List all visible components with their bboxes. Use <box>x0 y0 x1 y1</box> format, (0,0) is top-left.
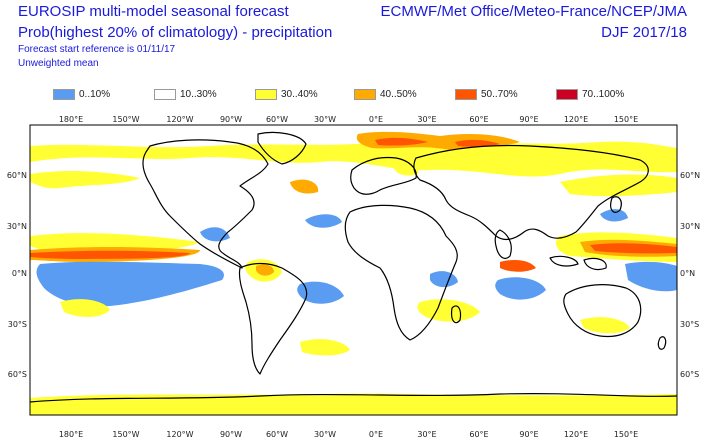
map-frame <box>29 124 678 416</box>
shade-orange <box>256 264 274 276</box>
lat-tick-label: 30°N <box>7 222 27 231</box>
lat-tick-label: 0°N <box>12 269 27 278</box>
legend-swatch <box>154 89 176 100</box>
probability-shading <box>30 125 677 415</box>
shade-yellow <box>30 393 677 415</box>
shade-blue <box>600 209 628 222</box>
shade-blue <box>297 281 344 304</box>
coastlines <box>30 131 677 403</box>
legend-label: 0..10% <box>79 89 111 100</box>
legend-label: 40..50% <box>380 89 417 100</box>
lon-tick-label: 120°W <box>166 430 193 439</box>
coast-indonesia <box>549 255 579 267</box>
coast-greenland <box>257 131 307 165</box>
shade-yellow <box>60 299 110 317</box>
lon-tick-label: 150°E <box>614 430 638 439</box>
shade-yellow <box>30 140 677 177</box>
lon-tick-label: 180°E <box>59 115 83 124</box>
legend-swatch <box>354 89 376 100</box>
lon-tick-label: 150°E <box>614 115 638 124</box>
legend-label: 30..40% <box>281 89 318 100</box>
coast-australia <box>563 284 642 338</box>
coast-europe <box>350 156 417 195</box>
shade-yellow <box>560 174 677 197</box>
lat-tick-label: 60°N <box>7 171 27 180</box>
lon-tick-label: 150°W <box>112 115 139 124</box>
axis-ticks: 180°E 180°E 150°W 150°W 120°W 120°W 90°W 90°W 60… <box>7 115 700 439</box>
map-subtitle: Prob(highest 20% of climatology) - preci… <box>18 24 333 41</box>
legend-swatch <box>255 89 277 100</box>
coast-new-guinea <box>583 257 607 271</box>
lat-tick-label: 60°N <box>680 171 700 180</box>
lon-tick-label: 120°W <box>166 115 193 124</box>
legend-label: 50..70% <box>481 89 518 100</box>
legend-label: 10..30% <box>180 89 217 100</box>
lon-tick-label: 180°E <box>59 430 83 439</box>
legend-swatch <box>455 89 477 100</box>
lon-tick-label: 90°E <box>519 115 538 124</box>
lon-tick-label: 120°E <box>564 115 588 124</box>
centres-label: ECMWF/Met Office/Meteo-France/NCEP/JMA <box>380 3 687 20</box>
coast-antarctica <box>30 392 677 403</box>
color-legend: 0..10% 10..30% 30..40% 40..50% 50..70% 7… <box>0 88 705 102</box>
forecast-reference: Forecast start reference is 01/11/17 <box>18 44 176 55</box>
map-title: EUROSIP multi-model seasonal forecast <box>18 3 289 20</box>
legend-swatch <box>53 89 75 100</box>
lon-tick-label: 90°E <box>519 430 538 439</box>
lon-tick-label: 120°E <box>564 430 588 439</box>
season-label: DJF 2017/18 <box>601 24 687 41</box>
weighting-note: Unweighted mean <box>18 58 99 69</box>
lon-tick-label: 0°E <box>369 115 383 124</box>
lat-tick-label: 30°S <box>680 320 699 329</box>
shade-blue <box>36 261 224 307</box>
lon-tick-label: 90°W <box>220 115 242 124</box>
precipitation-probability-map: 180°E 180°E 150°W 150°W 120°W 120°W 90°W 90°W 60… <box>7 115 700 439</box>
lon-tick-label: 60°E <box>469 430 488 439</box>
shade-red-orange <box>500 260 536 272</box>
lon-tick-label: 30°W <box>314 430 336 439</box>
legend-label: 70..100% <box>582 89 625 100</box>
shade-red-orange <box>590 243 677 254</box>
coast-asia <box>413 144 649 241</box>
lat-tick-label: 30°S <box>8 320 27 329</box>
legend-swatch <box>556 89 578 100</box>
shade-blue <box>625 261 677 292</box>
coast-africa <box>344 204 458 341</box>
coast-new-zealand <box>657 336 667 350</box>
coast-south-america <box>238 262 308 375</box>
lon-tick-label: 150°W <box>112 430 139 439</box>
shade-red-orange <box>455 139 500 147</box>
lon-tick-label: 30°E <box>417 430 436 439</box>
lat-tick-label: 0°N <box>680 269 695 278</box>
shade-yellow <box>300 339 350 356</box>
shade-red-orange <box>30 250 190 259</box>
shade-blue <box>495 277 546 300</box>
lon-tick-label: 60°W <box>266 115 288 124</box>
coast-india <box>494 229 512 259</box>
shade-orange <box>290 179 319 194</box>
lat-tick-label: 60°S <box>8 370 27 379</box>
lon-tick-label: 30°W <box>314 115 336 124</box>
shade-yellow <box>30 233 200 252</box>
lat-tick-label: 60°S <box>680 370 699 379</box>
coast-north-america <box>142 139 269 269</box>
lat-tick-label: 30°N <box>680 222 700 231</box>
lon-tick-label: 60°W <box>266 430 288 439</box>
lon-tick-label: 60°E <box>469 115 488 124</box>
shade-yellow <box>30 171 140 189</box>
lon-tick-label: 90°W <box>220 430 242 439</box>
coast-madagascar <box>451 305 462 324</box>
shade-blue <box>305 214 342 228</box>
lon-tick-label: 0°E <box>369 430 383 439</box>
shade-red-orange <box>375 137 428 146</box>
lon-tick-label: 30°E <box>417 115 436 124</box>
shade-yellow <box>580 317 630 334</box>
coast-japan <box>610 196 622 213</box>
